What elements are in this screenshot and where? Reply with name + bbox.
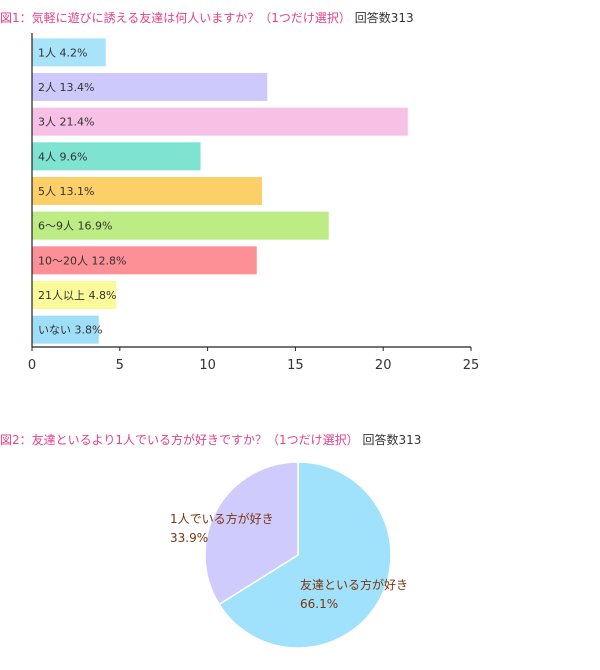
bar-label: 6〜9人 16.9% — [38, 220, 112, 233]
chart1-title-prefix: 図1： — [0, 11, 32, 25]
pie-slice-percent: 33.9% — [170, 531, 208, 545]
x-tick-label: 25 — [463, 358, 480, 373]
x-tick-label: 0 — [28, 358, 36, 373]
chart2-title-count: 回答数313 — [362, 433, 422, 447]
bar-label: 10〜20人 12.8% — [38, 254, 126, 267]
x-tick-label: 15 — [287, 358, 304, 373]
bar-chart: 1人 4.2% 2人 13.4% 3人 21.4% 4人 9.6% 5人 13.1% 6〜… — [28, 33, 480, 373]
x-tick-label: 10 — [199, 358, 216, 373]
chart1-title-question: 気軽に遊びに誘える友達は何人いますか？（1つだけ選択） — [31, 11, 351, 25]
bar-label: 4人 9.6% — [38, 150, 87, 163]
x-tick-label: 20 — [375, 358, 392, 373]
chart2-title: 図2：友達といるより1人でいる方が好きですか？（1つだけ選択） 回答数313 — [0, 431, 421, 448]
bar — [32, 281, 117, 309]
bar — [32, 315, 99, 344]
bar — [32, 38, 106, 67]
x-tick-label: 5 — [116, 358, 124, 373]
bar-label: 5人 13.1% — [38, 185, 94, 198]
pie-slice — [204, 461, 299, 606]
bar — [32, 73, 268, 101]
bar — [32, 211, 329, 240]
bar — [32, 142, 201, 171]
bar-label: 3人 21.4% — [38, 116, 94, 129]
bar-label: 2人 13.4% — [38, 81, 94, 94]
bar — [32, 246, 257, 275]
bar — [32, 107, 408, 136]
pie-chart: 友達といる方が好き 66.1% 1人でいる方が好き 33.9% — [170, 461, 408, 649]
chart1-title: 図1：気軽に遊びに誘える友達は何人いますか？（1つだけ選択） 回答数313 — [0, 9, 414, 26]
bar-label: 1人 4.2% — [38, 46, 87, 59]
pie-slice-percent: 66.1% — [300, 597, 338, 611]
chart2-title-prefix: 図2： — [0, 433, 32, 447]
chart2-title-question: 友達といるより1人でいる方が好きですか？（1つだけ選択） — [31, 433, 359, 447]
bar-label: 21人以上 4.8% — [38, 289, 116, 302]
bar — [32, 177, 263, 205]
pie-slice — [218, 461, 392, 649]
bar-label: いない 3.8% — [38, 324, 102, 337]
pie-slice-name: 1人でいる方が好き — [170, 511, 274, 526]
chart1-title-count: 回答数313 — [354, 11, 414, 25]
pie-slice-name: 友達といる方が好き — [300, 577, 408, 592]
